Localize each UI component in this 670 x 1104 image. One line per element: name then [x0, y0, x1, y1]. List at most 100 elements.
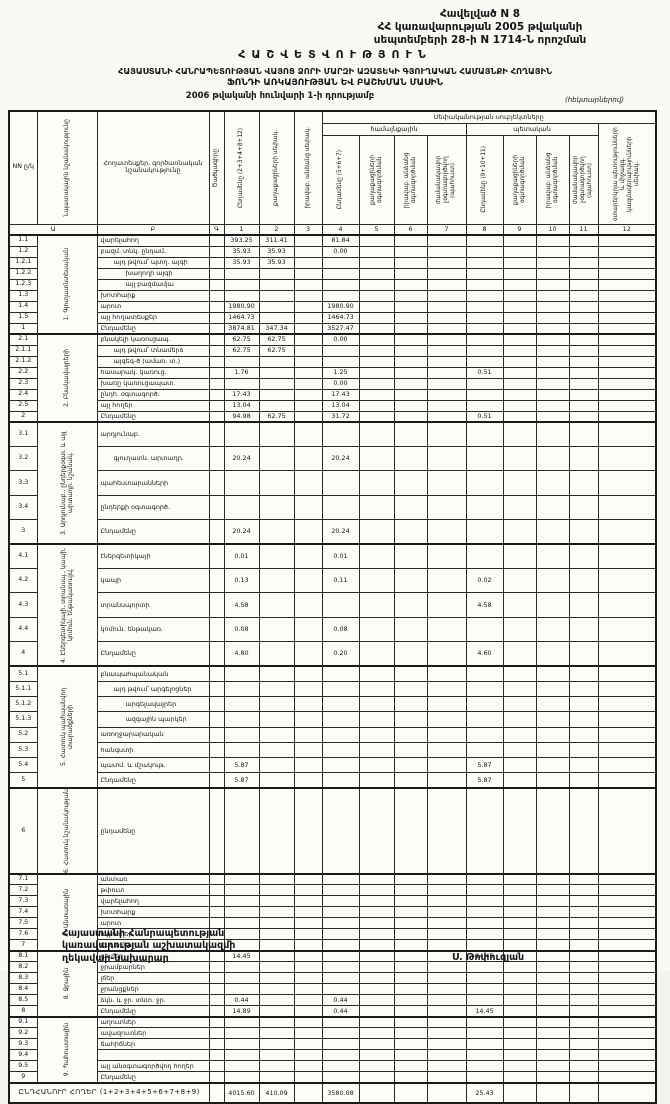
value-cell-col7 [426, 895, 467, 908]
value-cell-col6 [393, 420, 428, 447]
value-cell-col10 [535, 245, 570, 258]
value-cell-col5 [358, 278, 395, 291]
value-cell-col2 [258, 872, 295, 886]
land-type-name: առողջարարական [96, 726, 210, 743]
value-cell-col11 [568, 961, 599, 974]
document-title: ՀԱՇՎԵՏՎՈՒԹՅՈՒՆ [238, 48, 432, 61]
value-cell-col7 [426, 567, 467, 594]
row-number: 1.1 [8, 234, 38, 247]
section-6: 6 6. Հատուկ նշանակության ընդամենը [8, 787, 657, 875]
value-cell-col10 [535, 726, 570, 743]
value-cell-col7 [426, 366, 467, 379]
column-letter-1: 1 [223, 223, 260, 236]
code-cell [208, 1081, 225, 1104]
row-number: 8 [8, 1005, 38, 1018]
value-cell-col11 [568, 906, 599, 919]
table-row: 9.4 [8, 1049, 657, 1062]
value-cell-col9 [502, 711, 537, 728]
table-row: 2.1.1 այդ թվում՝ տնամերձ 62.75 62.75 [8, 344, 657, 357]
value-cell-col8 [465, 972, 504, 985]
value-cell-col9 [502, 1005, 537, 1018]
value-cell-col3 [293, 355, 323, 368]
value-cell-col10 [535, 333, 570, 346]
column-header-10: իրավաբ. անձանց օգտագործման [535, 134, 570, 225]
value-cell-col11 [568, 680, 599, 698]
value-cell-col8 [465, 300, 504, 313]
value-cell-col7 [426, 311, 467, 324]
value-cell-col3 [293, 322, 323, 335]
table-row: 5.1 5. Հատուկ պահպանվող տարածքների բնապահպ… [8, 664, 657, 789]
value-cell-col2 [258, 641, 295, 667]
value-cell-col5 [358, 949, 395, 963]
value-cell-col11 [568, 972, 599, 985]
value-cell-col12 [597, 366, 657, 379]
value-cell-col12 [597, 245, 657, 258]
row-number: 1.2.1 [8, 256, 38, 269]
value-cell-col4 [321, 1049, 360, 1062]
code-cell [208, 741, 225, 759]
value-cell-col9 [502, 420, 537, 447]
value-cell-col1: 94.98 [223, 410, 260, 423]
table-row: 9.2 ավազուտներ [8, 1027, 657, 1040]
value-cell-col4: 81.84 [321, 234, 360, 247]
value-cell-col9 [502, 388, 537, 401]
value-cell-col2: 35.93 [258, 245, 295, 258]
value-cell-col10 [535, 1049, 570, 1062]
value-cell-col6 [393, 344, 428, 357]
value-cell-col4 [321, 267, 360, 280]
row-number: 7.6 [8, 928, 38, 941]
row-number: 9.3 [8, 1038, 38, 1051]
value-cell-col11 [568, 994, 599, 1007]
column-letter-Գ: Գ [208, 223, 225, 236]
value-cell-col10 [535, 680, 570, 698]
code-cell [208, 872, 225, 886]
value-cell-col11 [568, 300, 599, 313]
value-cell-col4 [321, 772, 360, 789]
value-cell-col7 [426, 267, 467, 280]
value-cell-col6 [393, 245, 428, 258]
code-cell [208, 245, 225, 258]
value-cell-col7 [426, 278, 467, 291]
table-row: 8 Ընդամենը 14.89 0.44 14.45 [8, 1005, 657, 1018]
value-cell-col5 [358, 895, 395, 908]
row-number: 2.1.2 [8, 355, 38, 368]
value-cell-col7 [426, 994, 467, 1007]
value-cell-col6 [393, 399, 428, 412]
value-cell-col6 [393, 906, 428, 919]
value-cell-col11 [568, 542, 599, 569]
code-cell [208, 1027, 225, 1040]
value-cell-col5 [358, 787, 395, 875]
grand-total-row: ԸՆԴՀԱՆՈՒՐ ՀՈՂԵՐ (1+2+3+4+5+6+7+8+9) 4015.… [8, 1081, 657, 1104]
value-cell-col8 [465, 234, 504, 247]
value-cell-col12 [597, 311, 657, 324]
value-cell-col6 [393, 741, 428, 759]
value-cell-col5 [358, 928, 395, 941]
value-cell-col10 [535, 592, 570, 618]
column-header-3-label: իրավաբ. անձանց սեփակ. [304, 126, 311, 209]
value-cell-col3 [293, 1015, 323, 1029]
value-cell-col6 [393, 664, 428, 682]
column-header-2-label: քաղաքացիների սեփակ. [273, 129, 280, 206]
value-cell-col2 [258, 377, 295, 390]
value-cell-col2 [258, 1027, 295, 1040]
code-cell [208, 311, 225, 324]
value-cell-col8 [465, 895, 504, 908]
value-cell-col6 [393, 300, 428, 313]
row-number: 8.4 [8, 983, 38, 996]
value-cell-col8 [465, 680, 504, 698]
category-label: 9. Պահուստային [36, 1015, 98, 1084]
row-number: 8.3 [8, 972, 38, 985]
row-number: 7.1 [8, 872, 38, 886]
value-cell-col12 [597, 542, 657, 569]
value-cell-col10 [535, 289, 570, 302]
value-cell-col1 [223, 983, 260, 996]
value-cell-col1: 14.89 [223, 1005, 260, 1018]
value-cell-col11 [568, 289, 599, 302]
value-cell-col3 [293, 895, 323, 908]
value-cell-col3 [293, 664, 323, 682]
land-type-name: բնակելի կառուցապ. [96, 333, 210, 346]
land-type-name: պահեստարանների [96, 470, 210, 496]
value-cell-col12 [597, 333, 657, 346]
category-label: 1. Գյուղատնտեսական [36, 234, 98, 335]
value-cell-col3 [293, 519, 323, 545]
